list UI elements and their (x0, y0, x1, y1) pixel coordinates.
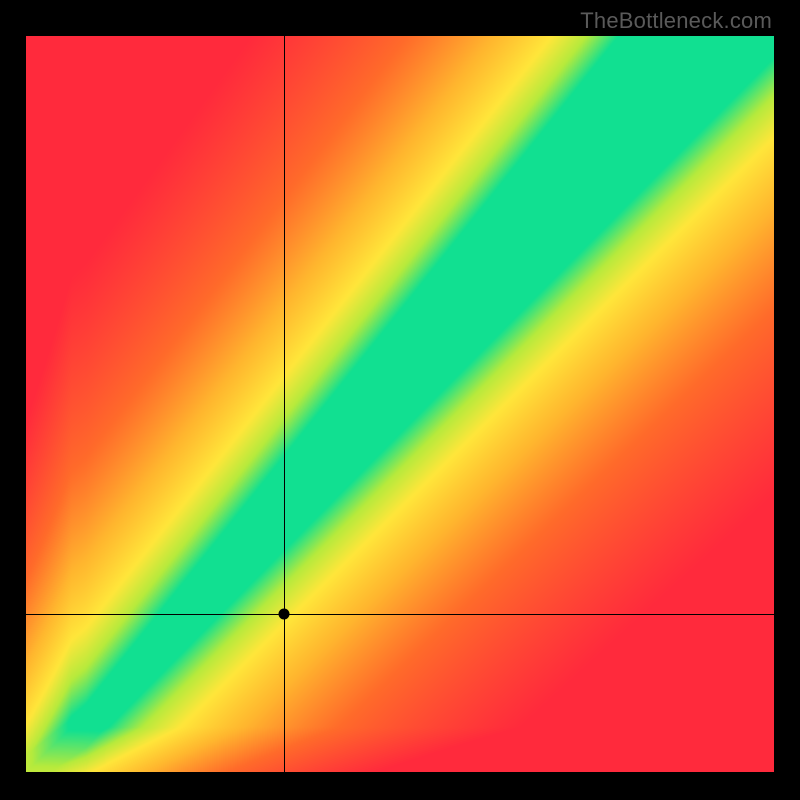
crosshair-vertical-line (284, 36, 285, 772)
bottleneck-heatmap (26, 36, 774, 772)
crosshair-horizontal-line (26, 614, 774, 615)
crosshair-marker-dot (279, 608, 290, 619)
watermark-text: TheBottleneck.com (580, 8, 772, 34)
